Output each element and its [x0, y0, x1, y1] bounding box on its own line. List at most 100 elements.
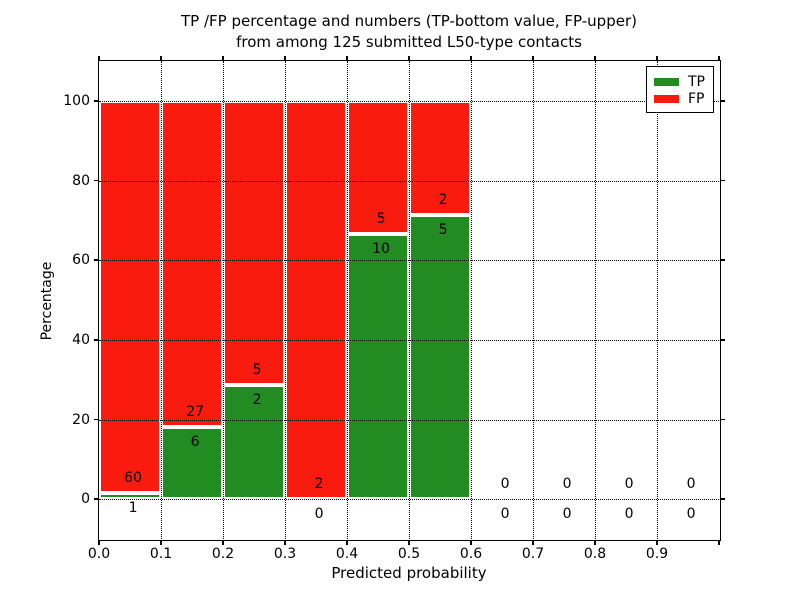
tp-count-label: 10: [372, 240, 390, 257]
y-tick-mark: [720, 498, 725, 500]
x-tick-mark: [656, 55, 658, 60]
v-gridline: [409, 61, 410, 539]
y-tick-label: 100: [63, 92, 90, 109]
fp-count-label: 0: [500, 476, 510, 493]
x-tick-mark: [470, 55, 472, 60]
tp-count-label: 6: [190, 433, 200, 450]
y-tick-mark: [720, 339, 725, 341]
v-gridline: [595, 61, 596, 539]
y-tick-mark: [720, 259, 725, 261]
x-axis-label: Predicted probability: [331, 564, 487, 582]
fp-count-label: 5: [252, 362, 262, 379]
x-tick-label: 0.6: [459, 546, 483, 562]
bar-fp-segment: [347, 100, 409, 234]
y-tick-mark: [93, 339, 98, 341]
x-tick-mark: [98, 55, 100, 60]
y-tick-label: 80: [72, 172, 90, 189]
bar-tp-segment: [347, 233, 409, 500]
tp-count-label: 5: [438, 221, 448, 238]
y-tick-mark: [93, 259, 98, 261]
bar-tp-segment: [223, 385, 285, 500]
x-tick-mark: [470, 540, 472, 545]
y-tick-mark: [93, 498, 98, 500]
x-tick-mark: [408, 55, 410, 60]
y-tick-mark: [93, 418, 98, 421]
bar-tp-segment: [99, 492, 161, 500]
x-tick-label: 0.1: [149, 546, 173, 562]
v-gridline: [471, 61, 472, 539]
x-tick-mark: [160, 55, 162, 60]
fp-legend-swatch: [654, 94, 679, 103]
x-tick-mark: [222, 55, 224, 60]
fp-count-label: 2: [314, 476, 324, 493]
y-tick-label: 0: [81, 491, 90, 508]
bar-fp-segment: [285, 100, 347, 500]
x-tick-mark: [718, 55, 720, 60]
chart-title-line1: TP /FP percentage and numbers (TP-bottom…: [181, 12, 637, 30]
y-tick-label: 40: [72, 331, 90, 348]
legend-entry-fp: FP: [654, 90, 713, 107]
x-tick-mark: [160, 540, 162, 545]
x-tick-mark: [408, 540, 410, 545]
fp-count-label: 0: [686, 476, 696, 493]
x-tick-label: 0.0: [87, 546, 111, 562]
tp-count-label: 0: [624, 506, 634, 523]
y-tick-label: 60: [72, 252, 90, 269]
x-tick-mark: [656, 540, 658, 545]
y-axis-label: Percentage: [39, 261, 55, 341]
v-gridline: [161, 61, 162, 539]
x-tick-label: 0.9: [645, 546, 669, 562]
x-tick-label: 0.4: [335, 546, 359, 562]
x-tick-mark: [346, 55, 348, 60]
bar-fp-segment: [161, 100, 223, 427]
y-tick-mark: [720, 179, 725, 182]
fp-count-label: 60: [124, 469, 142, 486]
x-tick-mark: [284, 55, 286, 60]
x-tick-mark: [594, 55, 596, 60]
y-tick-mark: [93, 100, 98, 102]
y-tick-mark: [93, 179, 98, 182]
tp-count-label: 0: [500, 506, 510, 523]
bar-tp-segment: [161, 426, 223, 500]
v-gridline: [657, 61, 658, 539]
bar-fp-segment: [99, 100, 161, 493]
v-gridline: [347, 61, 348, 539]
chart-title-line2: from among 125 submitted L50-type contac…: [236, 33, 582, 51]
fp-count-label: 27: [186, 403, 204, 420]
y-tick-mark: [720, 418, 725, 421]
bar-fp-segment: [409, 100, 471, 215]
x-tick-mark: [98, 540, 100, 545]
chart-title: TP /FP percentage and numbers (TP-bottom…: [99, 11, 719, 53]
tp-count-label: 1: [128, 499, 138, 516]
x-tick-label: 0.7: [521, 546, 545, 562]
tp-count-label: 2: [252, 392, 262, 409]
v-gridline: [533, 61, 534, 539]
bar-tp-segment: [409, 214, 471, 500]
fp-count-label: 5: [376, 210, 386, 227]
tp-count-label: 0: [686, 506, 696, 523]
tp-legend-label: TP: [688, 73, 705, 90]
v-gridline: [223, 61, 224, 539]
fp-count-label: 0: [624, 476, 634, 493]
x-tick-label: 0.2: [211, 546, 235, 562]
x-tick-mark: [532, 55, 534, 60]
x-tick-mark: [532, 540, 534, 545]
legend: TP FP: [646, 66, 714, 113]
tp-legend-swatch: [654, 77, 679, 86]
y-tick-label: 20: [72, 411, 90, 428]
x-tick-label: 0.8: [583, 546, 607, 562]
x-tick-mark: [346, 540, 348, 545]
tp-count-label: 0: [314, 506, 324, 523]
x-tick-mark: [594, 540, 596, 545]
fp-legend-label: FP: [688, 90, 705, 107]
x-tick-mark: [284, 540, 286, 545]
tp-count-label: 0: [562, 506, 572, 523]
x-tick-label: 0.5: [397, 546, 421, 562]
legend-entry-tp: TP: [654, 73, 713, 90]
x-tick-label: 0.3: [273, 546, 297, 562]
v-gridline: [285, 61, 286, 539]
x-tick-mark: [718, 540, 720, 545]
x-tick-mark: [222, 540, 224, 545]
fp-count-label: 2: [438, 191, 448, 208]
